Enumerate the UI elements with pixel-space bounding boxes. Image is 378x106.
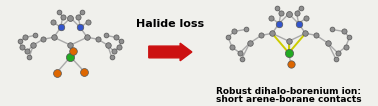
Point — [258, 34, 264, 36]
Point — [58, 27, 64, 28]
Point — [288, 63, 294, 65]
Point — [67, 17, 73, 19]
Point — [51, 36, 57, 38]
Point — [95, 38, 101, 40]
Point — [313, 34, 319, 36]
Point — [225, 36, 231, 38]
Point — [243, 29, 249, 30]
Point — [342, 46, 349, 48]
Point — [19, 46, 25, 48]
Point — [67, 44, 73, 46]
Point — [118, 40, 124, 42]
Point — [237, 52, 243, 54]
Text: Halide loss: Halide loss — [136, 19, 204, 29]
Point — [246, 42, 253, 44]
Point — [70, 50, 76, 52]
Point — [276, 23, 282, 24]
Point — [22, 36, 28, 38]
Point — [77, 27, 83, 28]
Point — [56, 11, 62, 13]
Point — [84, 36, 90, 38]
Point — [50, 21, 56, 22]
FancyArrow shape — [149, 43, 192, 61]
Point — [347, 36, 353, 38]
Point — [302, 33, 308, 34]
Point — [229, 46, 235, 48]
Point — [329, 29, 335, 30]
Point — [268, 17, 274, 19]
Point — [26, 56, 33, 58]
Point — [110, 50, 116, 52]
Point — [231, 31, 237, 32]
Point — [274, 7, 280, 9]
Point — [286, 40, 292, 42]
Point — [286, 13, 292, 15]
Point — [105, 44, 111, 46]
Point — [294, 12, 300, 14]
Point — [54, 72, 60, 73]
Point — [32, 34, 38, 36]
Point — [341, 31, 347, 32]
Point — [286, 52, 292, 54]
Point — [103, 34, 109, 36]
Text: short arene-borane contacts: short arene-borane contacts — [216, 95, 362, 104]
Point — [75, 16, 81, 18]
Point — [278, 12, 284, 14]
Point — [17, 40, 23, 42]
Point — [79, 11, 85, 13]
Point — [335, 52, 341, 54]
Point — [325, 42, 331, 44]
Point — [296, 23, 302, 24]
Point — [304, 17, 310, 19]
Point — [67, 56, 73, 58]
Point — [30, 44, 36, 46]
Point — [239, 58, 245, 60]
Point — [297, 7, 304, 9]
Point — [85, 21, 91, 22]
Point — [81, 71, 87, 72]
Point — [40, 38, 46, 40]
Point — [113, 36, 119, 38]
Point — [333, 58, 339, 60]
Point — [60, 16, 66, 18]
Point — [25, 50, 31, 52]
Point — [108, 56, 115, 58]
Point — [269, 33, 275, 34]
Point — [116, 46, 122, 48]
Text: Robust dihalo-borenium ion:: Robust dihalo-borenium ion: — [216, 87, 361, 96]
